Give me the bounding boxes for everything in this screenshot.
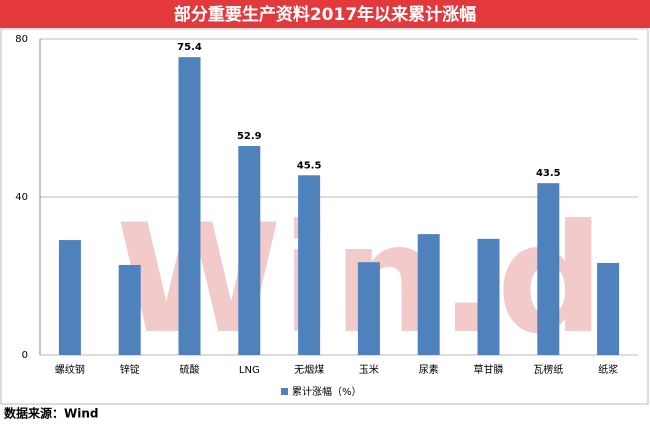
source: 数据来源：Wind bbox=[4, 406, 98, 421]
x-tick-label: 硫酸 bbox=[180, 363, 200, 376]
chart-border bbox=[0, 28, 649, 405]
x-tick-label: 草甘膦 bbox=[474, 363, 504, 376]
bar bbox=[118, 264, 141, 355]
value-label: 45.5 bbox=[297, 160, 322, 171]
x-tick-label: 锌锭 bbox=[120, 363, 140, 376]
bar bbox=[417, 234, 440, 355]
value-label: 75.4 bbox=[177, 42, 202, 53]
bar bbox=[58, 240, 81, 355]
x-tick-label: 玉米 bbox=[359, 363, 379, 376]
bar bbox=[298, 175, 321, 355]
y-tick-label: 40 bbox=[15, 192, 28, 203]
y-tick-label: 0 bbox=[22, 350, 28, 361]
value-label: 43.5 bbox=[536, 168, 561, 179]
bar bbox=[178, 57, 201, 356]
x-tick-label: 螺纹钢 bbox=[55, 363, 85, 376]
x-tick-label: LNG bbox=[239, 365, 260, 376]
bar bbox=[597, 262, 620, 355]
x-tick-label: 瓦楞纸 bbox=[533, 363, 563, 376]
legend-swatch bbox=[281, 388, 288, 395]
bar bbox=[537, 183, 560, 355]
bar bbox=[477, 238, 500, 355]
chart-title: 部分重要生产资料2017年以来累计涨幅 bbox=[174, 4, 476, 25]
bar bbox=[357, 262, 380, 355]
x-tick-label: 尿素 bbox=[419, 363, 439, 376]
x-tick-label: 无烟煤 bbox=[294, 363, 324, 376]
x-tick-label: 纸浆 bbox=[598, 363, 618, 376]
legend-label: 累计涨幅（%） bbox=[292, 385, 362, 398]
title-bar bbox=[0, 0, 650, 28]
value-label: 52.9 bbox=[237, 131, 262, 142]
bar bbox=[238, 146, 261, 355]
y-tick-label: 80 bbox=[15, 34, 28, 45]
